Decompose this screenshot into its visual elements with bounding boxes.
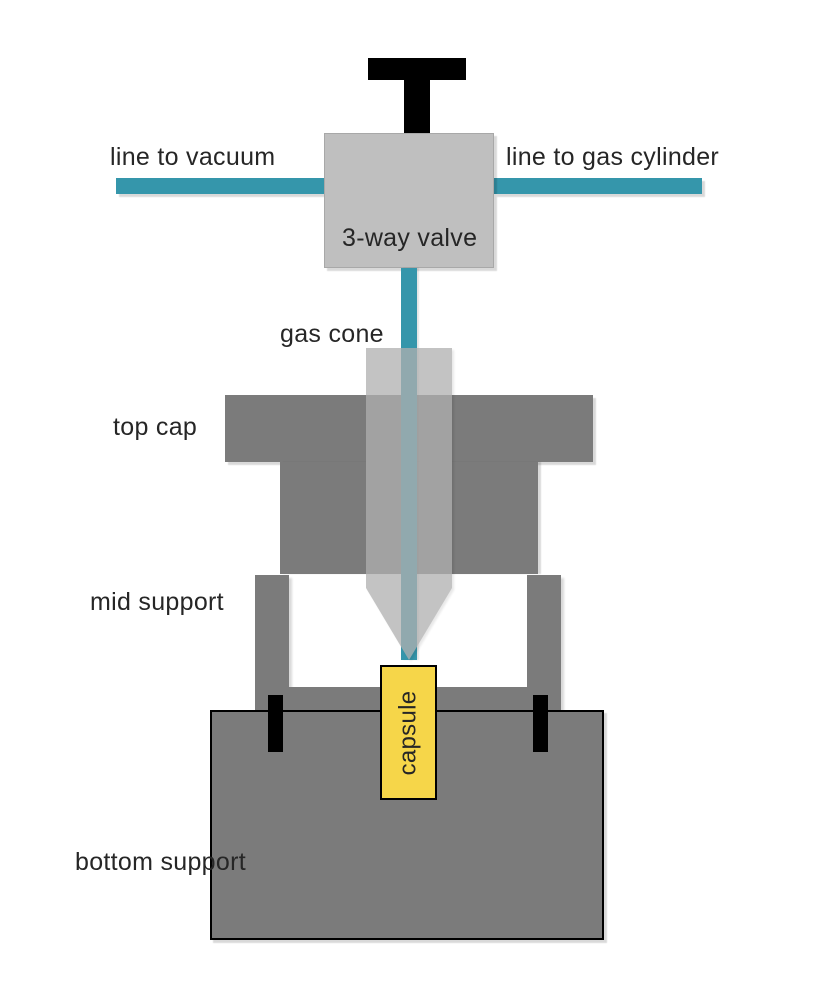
gas-cone bbox=[366, 348, 452, 660]
capsule-label: capsule bbox=[395, 690, 423, 775]
capsule: capsule bbox=[380, 665, 437, 800]
black-bar-left bbox=[268, 695, 283, 752]
pipe-to-gas-cylinder bbox=[494, 178, 702, 194]
label-line-vacuum: line to vacuum bbox=[110, 143, 275, 172]
label-valve: 3-way valve bbox=[342, 224, 477, 253]
valve-handle-top bbox=[368, 58, 466, 80]
label-line-gas-cylinder: line to gas cylinder bbox=[506, 143, 719, 172]
label-gas-cone: gas cone bbox=[280, 320, 384, 349]
valve-handle-stem bbox=[404, 78, 430, 134]
label-mid-support: mid support bbox=[90, 588, 224, 617]
pipe-to-vacuum bbox=[116, 178, 324, 194]
label-bottom-support: bottom support bbox=[75, 848, 246, 877]
black-bar-right bbox=[533, 695, 548, 752]
label-top-cap: top cap bbox=[113, 413, 197, 442]
